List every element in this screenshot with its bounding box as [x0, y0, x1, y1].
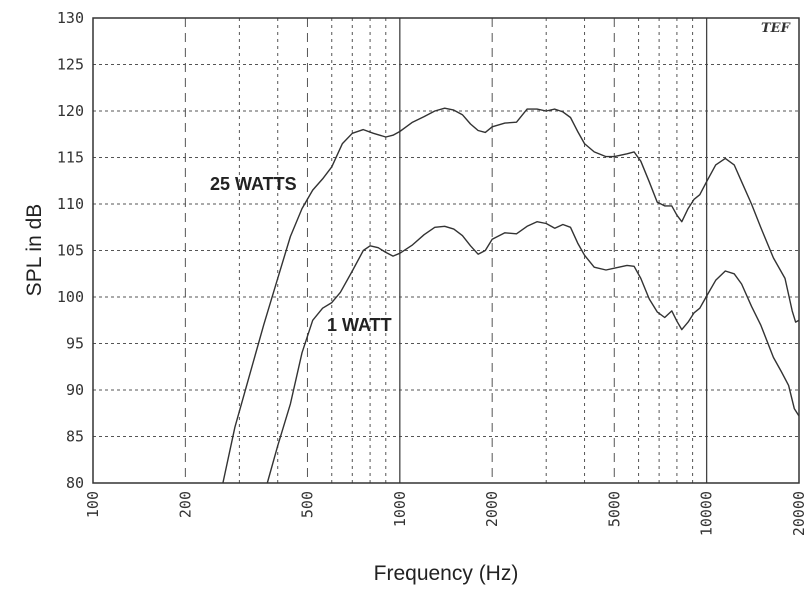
x-tick-label: 20000	[790, 491, 805, 536]
y-tick-label: 100	[57, 288, 84, 306]
y-tick-label: 120	[57, 102, 84, 120]
y-axis-label: SPL in dB	[23, 204, 46, 297]
grid	[93, 18, 799, 483]
annotation-1-watt: 1 WATT	[327, 315, 392, 335]
series-line-0	[222, 107, 800, 484]
y-tick-label: 95	[66, 335, 84, 353]
x-tick-label: 100	[84, 491, 102, 518]
y-tick-label: 110	[57, 195, 84, 213]
x-tick-label: 10000	[698, 491, 716, 536]
y-tick-label: 85	[66, 428, 84, 446]
series-lines	[222, 107, 800, 484]
x-axis-label: Frequency (Hz)	[374, 562, 519, 585]
x-tick-label: 1000	[391, 491, 409, 527]
x-tick-label: 2000	[483, 491, 501, 527]
series-line-1	[266, 221, 800, 484]
y-tick-label: 90	[66, 381, 84, 399]
y-tick-label: 115	[57, 149, 84, 167]
y-tick-label: 130	[57, 9, 84, 27]
x-tick-label: 200	[176, 491, 194, 518]
y-tick-label: 105	[57, 242, 84, 260]
tef-logo: TEF	[761, 21, 791, 36]
y-axis-ticks: 80 85 90 95 100 105 110 115 120 125 130	[57, 9, 84, 492]
y-tick-label: 125	[57, 56, 84, 74]
x-axis-ticks: 100 200 500 1000 2000 5000 10000 20000	[84, 491, 805, 536]
plot-frame	[92, 17, 800, 484]
annotation-25-watts: 25 WATTS	[210, 174, 297, 194]
x-tick-label: 500	[298, 491, 316, 518]
y-tick-label: 80	[66, 474, 84, 492]
x-tick-label: 5000	[605, 491, 623, 527]
